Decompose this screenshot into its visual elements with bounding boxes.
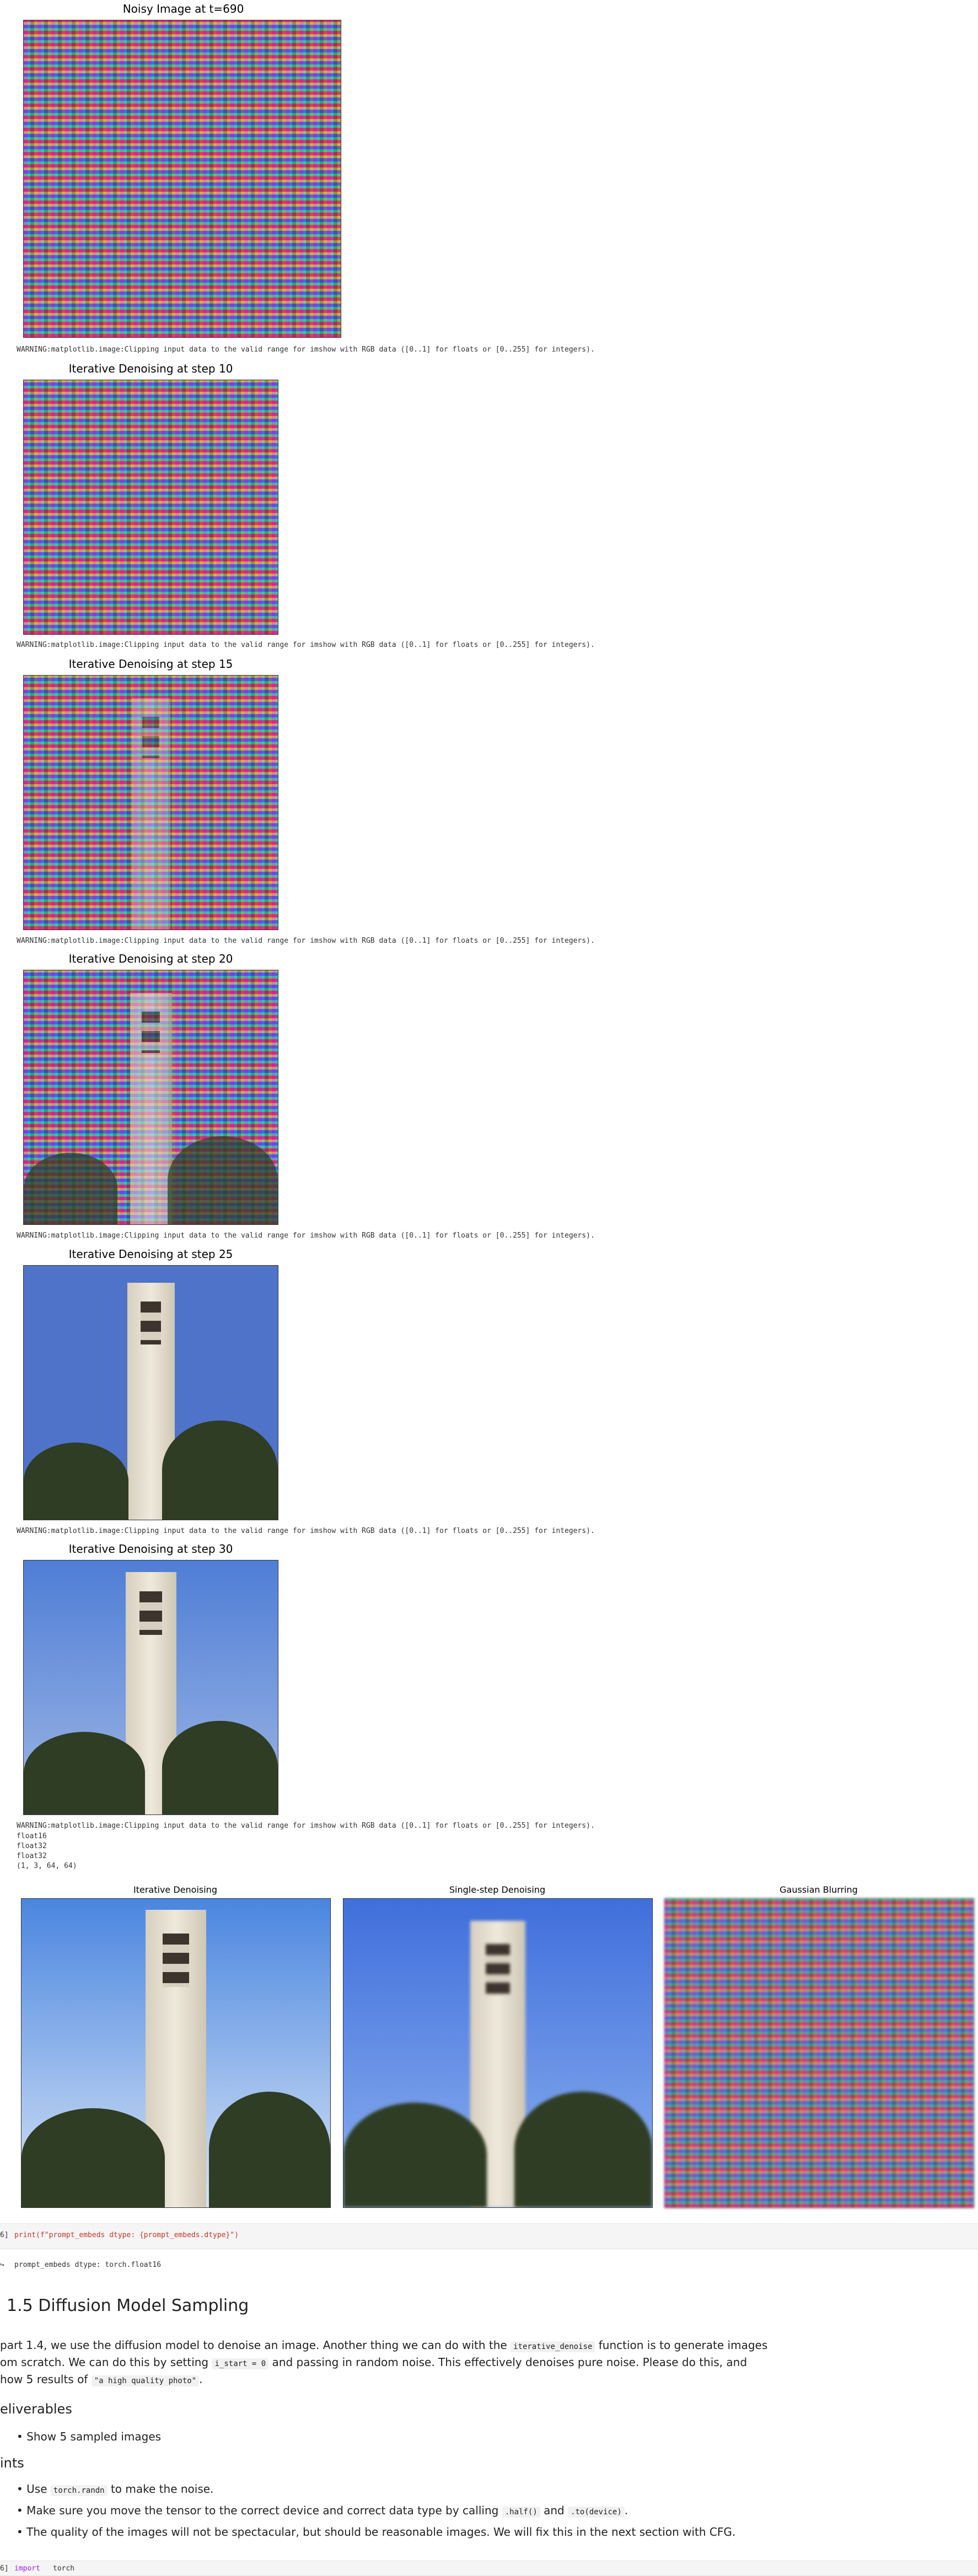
warning-4: WARNING:matplotlib.image:Clipping input … <box>17 1232 595 1240</box>
paragraph-line-1: part 1.4, we use the diffusion model to … <box>0 2337 767 2356</box>
single-step-denoising-image <box>343 1898 653 2208</box>
hint2-text-c: . <box>624 2504 628 2517</box>
dtype-line: (1, 3, 64, 64) <box>17 1862 77 1870</box>
paragraph-line-3: how 5 results of "a high quality photo". <box>0 2371 203 2390</box>
output-icon: ↪ <box>0 2261 4 2269</box>
hint-item-1: Use torch.randn to make the noise. <box>17 2481 213 2499</box>
print-code: print(f"prompt_embeds dtype: {prompt_emb… <box>14 2231 239 2239</box>
trees-left <box>22 2108 165 2207</box>
tower-shape <box>130 993 172 1224</box>
i-start-code: i_start = 0 <box>212 2358 269 2369</box>
trees-right <box>162 1721 278 1814</box>
denoising-step-30-image <box>23 1560 278 1815</box>
trees-left <box>24 1443 128 1520</box>
denoising-step-10-image <box>23 380 278 635</box>
text-3a: how 5 results of <box>0 2373 92 2386</box>
plot-title-step-10: Iterative Denoising at step 10 <box>68 362 233 375</box>
warning-1: WARNING:matplotlib.image:Clipping input … <box>17 345 595 354</box>
plot-title-step-15: Iterative Denoising at step 15 <box>68 657 233 671</box>
text-2a: om scratch. We can do this by setting <box>0 2356 212 2369</box>
denoising-step-25-image <box>23 1265 278 1520</box>
noisy-image <box>23 20 341 338</box>
plot-title-step-25: Iterative Denoising at step 25 <box>68 1248 233 1261</box>
warning-6: WARNING:matplotlib.image:Clipping input … <box>17 1822 595 1830</box>
hint2-text-a: Make sure you move the tensor to the cor… <box>26 2504 502 2517</box>
module-name: torch <box>53 2564 75 2573</box>
dtype-line: float16 <box>17 1832 47 1840</box>
trees-right <box>514 2092 652 2207</box>
prompt-code: "a high quality photo" <box>91 2375 200 2386</box>
code-cell-print[interactable]: 6] print(f"prompt_embeds dtype: {prompt_… <box>0 2223 978 2249</box>
warning-5: WARNING:matplotlib.image:Clipping input … <box>17 1527 595 1535</box>
deliverable-item: Show 5 sampled images <box>17 2428 161 2445</box>
trees-left <box>343 2103 487 2207</box>
trees-right <box>209 2092 330 2207</box>
comparison-title-single-step: Single-step Denoising <box>449 1884 546 1895</box>
dtype-line: float32 <box>17 1842 47 1850</box>
text-3b: . <box>199 2373 203 2386</box>
paragraph-line-2: om scratch. We can do this by setting i_… <box>0 2354 747 2373</box>
deliverables-heading: eliverables <box>0 2401 72 2417</box>
text-1b: function is to generate images <box>595 2339 768 2352</box>
to-device-code: .to(device) <box>568 2507 625 2518</box>
hints-heading: ints <box>0 2455 24 2471</box>
section-title: 1.5 Diffusion Model Sampling <box>7 2296 249 2315</box>
comparison-title-iterative: Iterative Denoising <box>133 1884 217 1895</box>
comparison-title-gaussian: Gaussian Blurring <box>780 1884 858 1895</box>
dtype-line: float32 <box>17 1852 47 1860</box>
hint-item-3: The quality of the images will not be sp… <box>17 2524 735 2541</box>
print-output: prompt_embeds dtype: torch.float16 <box>14 2261 162 2269</box>
import-keyword: import <box>14 2564 40 2573</box>
text-2b: and passing in random noise. This effect… <box>268 2356 748 2369</box>
plot-title-noisy: Noisy Image at t=690 <box>122 2 244 15</box>
plot-title-step-30: Iterative Denoising at step 30 <box>68 1542 233 1556</box>
next-cell-prefix: 6] <box>0 2564 9 2573</box>
hint1-text-a: Use <box>26 2482 51 2496</box>
code-cell-next[interactable]: 6] import torch <box>0 2561 978 2576</box>
tower-shape <box>127 1283 175 1520</box>
torch-randn-code: torch.randn <box>50 2485 108 2496</box>
trees-right <box>162 1421 278 1520</box>
cell-prefix: 6] <box>0 2231 9 2239</box>
plot-title-step-20: Iterative Denoising at step 20 <box>68 952 233 965</box>
iterative-denoising-image <box>21 1898 331 2208</box>
hint-item-2: Make sure you move the tensor to the cor… <box>17 2502 628 2521</box>
trees-left <box>24 1732 145 1814</box>
denoising-step-15-image <box>23 675 278 930</box>
hint2-text-b: and <box>540 2504 568 2517</box>
warning-3: WARNING:matplotlib.image:Clipping input … <box>17 937 595 945</box>
denoising-step-20-image <box>23 970 278 1225</box>
hint1-text-b: to make the noise. <box>107 2482 214 2496</box>
trees-right <box>168 1136 278 1224</box>
warning-2: WARNING:matplotlib.image:Clipping input … <box>17 641 595 649</box>
gaussian-blurring-image <box>664 1898 974 2208</box>
iterative-denoise-code: iterative_denoise <box>511 2341 595 2352</box>
half-code: .half() <box>502 2507 540 2518</box>
text-1a: part 1.4, we use the diffusion model to … <box>0 2339 511 2352</box>
trees-left <box>24 1153 117 1224</box>
tower-shape <box>131 698 170 930</box>
